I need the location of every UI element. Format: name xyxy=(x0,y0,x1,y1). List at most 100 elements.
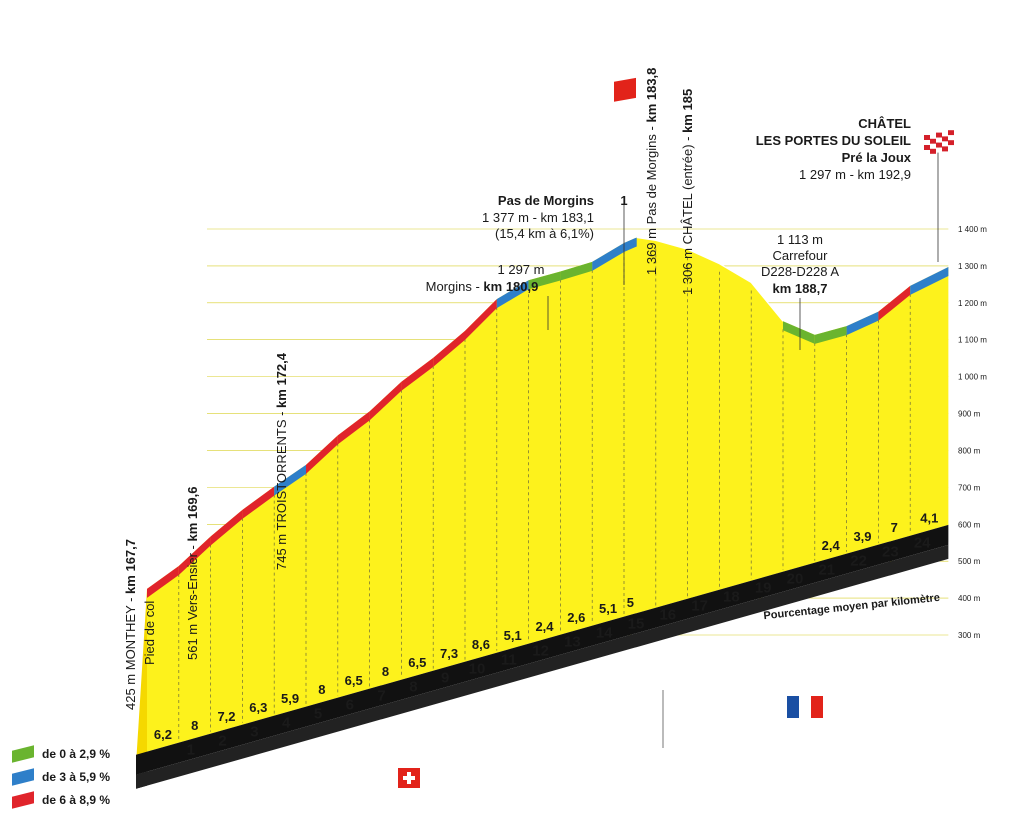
legend-item-red: de 6 à 8,9 % xyxy=(12,788,110,811)
annot-morgins-name-a: Morgins - xyxy=(426,279,484,294)
km-label-6: 6 xyxy=(346,696,354,713)
annot-finish-resort: LES PORTES DU SOLEIL xyxy=(756,133,911,148)
finish-flag-cell xyxy=(942,146,948,152)
finish-flag-cell xyxy=(930,148,936,154)
road-segment-km-8 xyxy=(369,381,402,421)
annot-pas-summit-part-1: km 183,8 xyxy=(644,68,659,123)
gradient-label-km-10: 7,3 xyxy=(440,646,458,661)
gradient-label-km-15.4: 5 xyxy=(627,595,634,610)
base-band-top xyxy=(136,524,949,775)
km-label-4: 4 xyxy=(282,714,291,731)
annot-vers-ensier-part-0: 561 m Vers-Ensier - xyxy=(185,542,200,661)
km-label-19: 19 xyxy=(755,579,772,596)
y-tick-1300: 1 300 m xyxy=(958,262,987,271)
legend-swatch-red xyxy=(12,790,34,809)
km-label-7: 7 xyxy=(377,687,385,704)
annot-pas-summit-part-0: 1 369 m Pas de Morgins - xyxy=(644,123,659,275)
road-segment-km-7 xyxy=(337,411,370,445)
annot-carrefour-elev: 1 113 m xyxy=(777,232,823,247)
y-tick-600: 600 m xyxy=(958,520,981,529)
y-tick-1200: 1 200 m xyxy=(958,299,987,308)
road-segment-km-5 xyxy=(274,464,306,496)
road-segment-km-25.2 xyxy=(910,267,949,295)
base-band xyxy=(136,524,949,789)
flags xyxy=(398,690,823,788)
km-label-24: 24 xyxy=(914,534,931,551)
annot-pas-category-flag xyxy=(614,77,636,102)
finish-flag-cell xyxy=(924,150,930,155)
annot-monthey-part-1: km 167,7 xyxy=(123,539,138,594)
y-tick-1100: 1 100 m xyxy=(958,336,987,345)
finish-flag-cell xyxy=(948,145,954,151)
road-segment-km-11 xyxy=(465,299,497,340)
annot-morgins-name-b: km 180,9 xyxy=(483,279,538,294)
road-segment-km-10 xyxy=(433,330,465,367)
km-label-2: 2 xyxy=(218,732,226,749)
gradient-label-km-2: 8 xyxy=(191,718,198,733)
gradient-label-km-11: 8,6 xyxy=(472,637,490,652)
y-tick-400: 400 m xyxy=(958,594,981,603)
annot-chatel-entree: 1 306 m CHÂTEL (entrée) - km 185 xyxy=(680,89,695,295)
annot-monthey: 425 m MONTHEY - km 167,7 xyxy=(123,539,138,710)
road-segment-km-1 xyxy=(147,565,179,598)
finish-flag-cell xyxy=(942,136,948,142)
profile-fill xyxy=(147,237,949,752)
gradient-label-climb2-km-23: 3,9 xyxy=(853,529,871,544)
gradient-label-km-1: 6,2 xyxy=(154,727,172,742)
annot-vers-ensier: 561 m Vers-Ensier - km 169,6 xyxy=(185,487,200,660)
y-tick-1000: 1 000 m xyxy=(958,373,987,382)
y-axis: 300 m 400 m 500 m 600 m 700 m 800 m 900 m 1 000… xyxy=(958,225,987,640)
gradient-label-km-4: 6,3 xyxy=(249,700,267,715)
y-tick-500: 500 m xyxy=(958,557,981,566)
gradient-label-km-15: 5,1 xyxy=(599,601,617,616)
french-flag-blue xyxy=(787,696,799,718)
legend-label-red: de 6 à 8,9 % xyxy=(42,792,111,807)
gradient-labels: 6,2 8 7,2 6,3 5,9 8 6,5 8 6,5 7,3 8,6 5,1 2,4 2,6 5,1 5… xyxy=(154,510,938,742)
km-vertical-lines xyxy=(178,248,911,741)
profile-side-face xyxy=(136,588,147,777)
annot-finish-elev: 1 297 m - km 192,9 xyxy=(799,167,911,182)
road-segment-km-22 xyxy=(814,326,847,344)
finish-flag-cell xyxy=(924,140,930,145)
finish-flag-cell xyxy=(936,142,942,148)
km-label-18: 18 xyxy=(723,588,740,605)
legend-item-blue: de 3 à 5,9 % xyxy=(12,765,110,788)
annot-pas-category: 1 xyxy=(620,193,627,208)
road-segment-km-4 xyxy=(242,486,275,519)
km-label-17: 17 xyxy=(691,597,708,614)
finish-flag-cell xyxy=(924,135,930,140)
road-segment-km-9 xyxy=(401,357,434,391)
base-band-face xyxy=(136,544,949,789)
road-segment-km-23 xyxy=(846,311,879,336)
gradient-label-km-7: 6,5 xyxy=(345,673,363,688)
finish-flag-cell xyxy=(948,130,954,136)
legend: de 0 à 2,9 % de 3 à 5,9 % de 6 à 8,9 % xyxy=(12,742,110,811)
finish-flag-cell xyxy=(924,145,930,150)
annotations: 425 m MONTHEY - km 167,7 Pied de col 561 m… xyxy=(123,68,954,710)
annot-carrefour-name: Carrefour xyxy=(773,248,829,263)
gradient-label-km-5: 5,9 xyxy=(281,691,299,706)
y-tick-700: 700 m xyxy=(958,483,981,492)
y-tick-1400: 1 400 m xyxy=(958,225,987,234)
finish-flag-cell xyxy=(930,133,936,139)
finish-flag-cell xyxy=(942,131,948,137)
gradient-label-km-13: 2,4 xyxy=(535,619,554,634)
annot-carrefour-road: D228-D228 A xyxy=(761,264,839,279)
legend-item-green: de 0 à 2,9 % xyxy=(12,742,110,765)
km-label-20: 20 xyxy=(787,570,804,587)
km-label-9: 9 xyxy=(441,669,449,686)
km-label-16: 16 xyxy=(659,606,676,623)
annot-chatel-entree-part-1: km 185 xyxy=(680,89,695,133)
annot-troistorrents-part-0: 745 m TROISTORRENTS - xyxy=(274,408,289,570)
gradient-label-km-12: 5,1 xyxy=(504,628,522,643)
finish-flag-cell xyxy=(936,147,942,153)
finish-flag-cell xyxy=(930,143,936,149)
annot-pas-summit: 1 369 m Pas de Morgins - km 183,8 xyxy=(644,68,659,275)
road-segment-km-2 xyxy=(178,536,211,575)
gradient-label-km-3: 7,2 xyxy=(217,709,235,724)
km-label-1: 1 xyxy=(187,741,195,758)
finish-flag-cell xyxy=(936,132,942,138)
road-segment-km-14 xyxy=(560,261,593,281)
annot-pas-detail: (15,4 km à 6,1%) xyxy=(495,226,594,241)
road-segment-km-15 xyxy=(592,243,624,271)
